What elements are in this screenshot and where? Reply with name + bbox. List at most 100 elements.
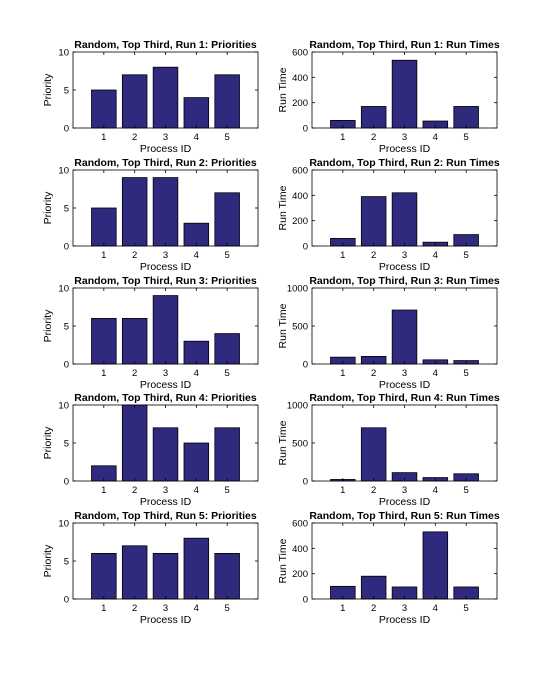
y-tick-label: 500: [292, 322, 308, 333]
x-tick-label: 1: [101, 485, 106, 496]
bar-2: [121, 177, 148, 247]
x-tick-label: 4: [433, 250, 438, 261]
chart-title: Random, Top Third, Run 4: Run Times: [309, 392, 500, 404]
x-tick-label: 1: [101, 132, 106, 143]
bar-3: [391, 192, 418, 247]
x-tick-label: 2: [132, 368, 137, 379]
y-tick-label: 0: [64, 595, 69, 606]
x-tick-label: 2: [371, 368, 376, 379]
chart-title: Random, Top Third, Run 3: Run Times: [309, 275, 500, 287]
y-tick-label: 0: [64, 124, 69, 135]
x-tick-label: 5: [464, 603, 469, 614]
bar-5: [453, 106, 479, 129]
x-tick-label: 4: [433, 603, 438, 614]
x-tick-label: 1: [101, 368, 106, 379]
bar-4: [183, 442, 210, 482]
chart-title: Random, Top Third, Run 5: Run Times: [309, 510, 500, 522]
x-axis-label: Process ID: [379, 143, 431, 155]
x-tick-label: 1: [340, 250, 345, 261]
x-tick-label: 5: [464, 250, 469, 261]
x-tick-label: 5: [464, 485, 469, 496]
y-axis-label: Run Time: [277, 67, 289, 112]
subplot-6: Random, Top Third, Run 3: Run Times 0 500 1…: [277, 275, 500, 391]
y-tick-label: 0: [303, 360, 308, 371]
x-tick-label: 4: [433, 132, 438, 143]
x-tick-label: 1: [340, 132, 345, 143]
y-axis-label: Priority: [42, 73, 54, 106]
x-tick-label: 2: [371, 132, 376, 143]
x-axis-label: Process ID: [379, 261, 431, 273]
x-tick-label: 1: [340, 485, 345, 496]
x-tick-label: 3: [402, 603, 407, 614]
subplot-5: Random, Top Third, Run 3: Priorities 0 5 10…: [42, 275, 259, 391]
x-tick-label: 2: [132, 132, 137, 143]
x-tick-label: 2: [132, 485, 137, 496]
bar-3: [391, 309, 418, 365]
bar-4: [183, 340, 210, 365]
chart-title: Random, Top Third, Run 2: Run Times: [309, 157, 500, 169]
y-tick-label: 0: [303, 124, 308, 135]
subplot-7: Random, Top Third, Run 4: Priorities 0 5 10…: [42, 392, 259, 508]
y-tick-label: 10: [58, 48, 69, 59]
bar-1: [91, 317, 117, 365]
bar-3: [391, 59, 418, 129]
bar-3: [152, 553, 179, 600]
x-tick-label: 3: [402, 485, 407, 496]
x-tick-label: 4: [194, 485, 199, 496]
y-tick-label: 1000: [287, 284, 308, 295]
y-tick-label: 10: [58, 519, 69, 530]
x-tick-label: 2: [371, 250, 376, 261]
bar-2: [360, 196, 387, 247]
bar-5: [214, 74, 240, 129]
y-tick-label: 10: [58, 166, 69, 177]
y-axis-label: Run Time: [277, 185, 289, 230]
x-tick-label: 4: [433, 368, 438, 379]
subplot-8: Random, Top Third, Run 4: Run Times 0 500 1…: [277, 392, 500, 508]
bar-2: [121, 74, 148, 129]
x-axis-label: Process ID: [379, 496, 431, 508]
bar-2: [360, 575, 387, 600]
bar-1: [91, 553, 117, 600]
chart-title: Random, Top Third, Run 4: Priorities: [74, 392, 257, 404]
subplot-3: Random, Top Third, Run 2: Priorities 0 5 10…: [42, 157, 259, 273]
y-tick-label: 400: [292, 73, 308, 84]
subplot-2: Random, Top Third, Run 1: Run Times 0 200 4…: [277, 39, 500, 155]
bar-3: [152, 177, 179, 247]
y-tick-label: 200: [292, 98, 308, 109]
bar-5: [214, 553, 240, 600]
y-tick-label: 1000: [287, 401, 308, 412]
x-tick-label: 4: [194, 132, 199, 143]
x-axis-label: Process ID: [140, 261, 192, 273]
y-axis-label: Run Time: [277, 420, 289, 465]
subplot-10: Random, Top Third, Run 5: Run Times 0 200 4…: [277, 510, 500, 626]
x-tick-label: 1: [101, 603, 106, 614]
y-tick-label: 5: [64, 322, 69, 333]
chart-title: Random, Top Third, Run 3: Priorities: [74, 275, 257, 287]
subplot-4: Random, Top Third, Run 2: Run Times 0 200 4…: [277, 157, 500, 273]
subplot-9: Random, Top Third, Run 5: Priorities 0 5 10…: [42, 510, 259, 626]
x-tick-label: 2: [371, 603, 376, 614]
x-tick-label: 3: [163, 485, 168, 496]
bar-3: [152, 295, 179, 365]
x-axis-label: Process ID: [140, 614, 192, 626]
y-tick-label: 500: [292, 439, 308, 450]
bar-2: [121, 545, 148, 600]
y-tick-label: 0: [64, 477, 69, 488]
bar-1: [91, 89, 117, 129]
y-tick-label: 5: [64, 439, 69, 450]
y-axis-label: Run Time: [277, 303, 289, 348]
y-tick-label: 600: [292, 166, 308, 177]
x-tick-label: 2: [132, 250, 137, 261]
y-tick-label: 600: [292, 519, 308, 530]
x-axis-label: Process ID: [379, 379, 431, 391]
bar-5: [214, 192, 240, 247]
x-tick-label: 5: [225, 485, 230, 496]
bar-4: [183, 537, 210, 600]
x-tick-label: 5: [464, 368, 469, 379]
x-tick-label: 3: [402, 368, 407, 379]
x-tick-label: 2: [132, 603, 137, 614]
y-tick-label: 0: [64, 360, 69, 371]
x-tick-label: 3: [163, 250, 168, 261]
y-axis-label: Priority: [42, 309, 54, 342]
x-tick-label: 4: [194, 250, 199, 261]
